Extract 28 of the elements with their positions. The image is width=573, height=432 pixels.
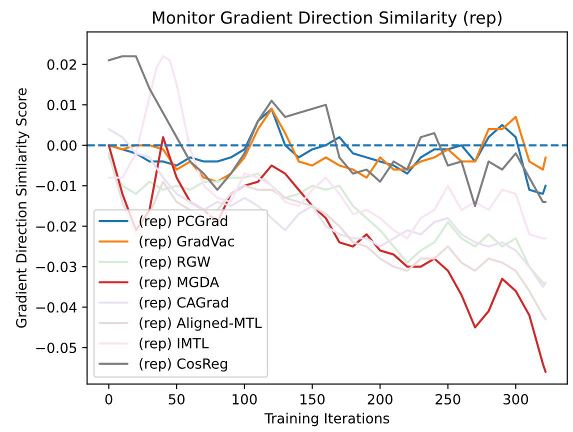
line-series bbox=[108, 128, 547, 288]
legend-label: (rep) CAGrad bbox=[140, 296, 228, 310]
line-series bbox=[108, 55, 547, 208]
x-axis-title: Training Iterations bbox=[264, 412, 390, 426]
y-tick-label: −0.04 bbox=[36, 302, 77, 313]
chart-title: Monitor Gradient Direction Similarity (rep) bbox=[153, 10, 502, 28]
x-tick-label: 150 bbox=[300, 394, 325, 405]
x-tick-label: 200 bbox=[368, 394, 392, 405]
legend-label: (rep) PCGrad bbox=[140, 215, 228, 229]
x-tick-label: 0 bbox=[105, 394, 112, 405]
y-tick-label: −0.03 bbox=[36, 262, 76, 272]
legend-label: (rep) RGW bbox=[140, 256, 210, 270]
y-tick-label: −0.02 bbox=[36, 221, 76, 232]
y-tick-label: −0.01 bbox=[36, 180, 76, 192]
x-tick-label: 100 bbox=[232, 394, 257, 405]
legend-label: (rep) CosReg bbox=[140, 358, 228, 372]
legend-label: (rep) GradVac bbox=[140, 236, 234, 250]
x-tick-label: 50 bbox=[168, 394, 185, 405]
x-tick-label: 250 bbox=[436, 394, 460, 405]
legend-label: (rep) IMTL bbox=[140, 338, 209, 352]
y-axis-title: Gradient Direction Similarity Score bbox=[16, 88, 30, 328]
legend-label: (rep) MGDA bbox=[140, 276, 220, 290]
y-tick-label: 0.01 bbox=[47, 100, 76, 110]
legend-label: (rep) Aligned-MTL bbox=[140, 317, 262, 331]
y-tick-label: 0.02 bbox=[47, 59, 76, 70]
x-tick-label: 300 bbox=[504, 394, 528, 405]
y-tick-label: −0.05 bbox=[36, 342, 76, 354]
y-tick-label: 0.00 bbox=[47, 140, 76, 151]
